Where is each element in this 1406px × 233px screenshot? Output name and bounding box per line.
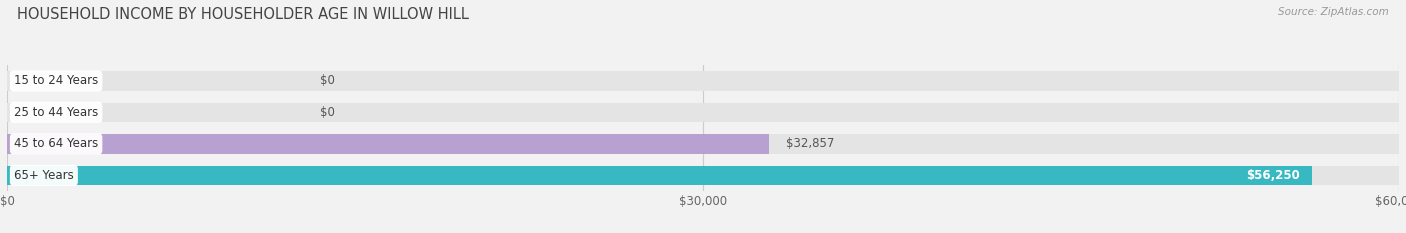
Bar [7,166,1399,185]
Bar [7,71,1399,91]
Bar [7,134,769,154]
Bar [7,134,1399,154]
Text: 25 to 44 Years: 25 to 44 Years [14,106,98,119]
Text: $56,250: $56,250 [1247,169,1301,182]
Text: HOUSEHOLD INCOME BY HOUSEHOLDER AGE IN WILLOW HILL: HOUSEHOLD INCOME BY HOUSEHOLDER AGE IN W… [17,7,468,22]
Text: $32,857: $32,857 [786,137,834,150]
Bar [7,166,1312,185]
Text: $0: $0 [321,106,335,119]
Text: $0: $0 [321,75,335,87]
Text: 65+ Years: 65+ Years [14,169,73,182]
Text: 45 to 64 Years: 45 to 64 Years [14,137,98,150]
Text: Source: ZipAtlas.com: Source: ZipAtlas.com [1278,7,1389,17]
Text: 15 to 24 Years: 15 to 24 Years [14,75,98,87]
Bar [7,103,1399,122]
